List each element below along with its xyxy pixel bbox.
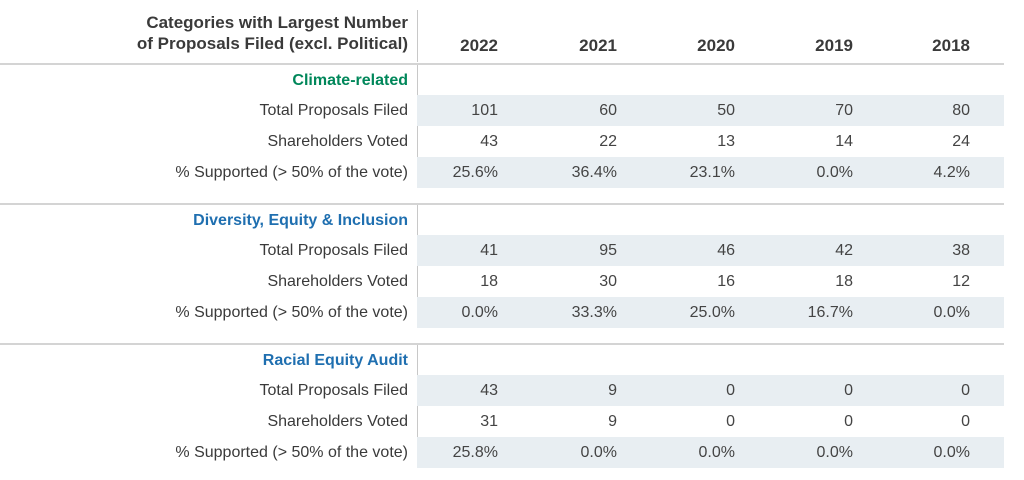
label-divider (417, 205, 418, 327)
table-cell: 41 (480, 242, 498, 259)
table-cell: 0 (844, 413, 853, 430)
row-label: Shareholders Voted (267, 273, 408, 290)
row-shading (417, 95, 1004, 126)
table-cell: 0.0% (816, 164, 853, 181)
table-cell: 43 (480, 382, 498, 399)
column-header-3: 2019 (815, 36, 853, 55)
table-cell: 30 (599, 273, 617, 290)
section-title: Diversity, Equity & Inclusion (193, 212, 408, 229)
table-cell: 0.0% (933, 304, 970, 321)
table-cell: 101 (471, 102, 498, 119)
row-label: Shareholders Voted (267, 413, 408, 430)
table-cell: 80 (952, 102, 970, 119)
table-cell: 33.3% (571, 304, 617, 321)
table-cell: 36.4% (571, 164, 617, 181)
table-cell: 4.2% (933, 164, 970, 181)
row-shading (417, 157, 1004, 188)
row-label: % Supported (> 50% of the vote) (175, 164, 408, 181)
table-cell: 50 (717, 102, 735, 119)
row-label: Total Proposals Filed (259, 242, 408, 259)
table-cell: 0.0% (580, 444, 617, 461)
table-cell: 0.0% (461, 304, 498, 321)
table-cell: 23.1% (689, 164, 735, 181)
table-cell: 95 (599, 242, 617, 259)
column-header-4: 2018 (932, 36, 970, 55)
table-cell: 31 (480, 413, 498, 430)
section-divider (0, 63, 1004, 65)
table-cell: 60 (599, 102, 617, 119)
column-header-2: 2020 (697, 36, 735, 55)
table-cell: 0.0% (816, 444, 853, 461)
table-cell: 0 (961, 382, 970, 399)
column-header-0: 2022 (460, 36, 498, 55)
table-cell: 24 (952, 133, 970, 150)
row-shading (417, 297, 1004, 328)
table-title: Categories with Largest Number of Propos… (0, 12, 408, 54)
table-cell: 12 (952, 273, 970, 290)
table-cell: 14 (835, 133, 853, 150)
table-cell: 9 (608, 413, 617, 430)
table-cell: 43 (480, 133, 498, 150)
row-label: Total Proposals Filed (259, 102, 408, 119)
table-title-line-2: of Proposals Filed (excl. Political) (136, 34, 408, 53)
table-cell: 18 (480, 273, 498, 290)
table-cell: 0.0% (933, 444, 970, 461)
table-cell: 16 (717, 273, 735, 290)
section-title: Racial Equity Audit (262, 352, 408, 369)
table-cell: 0 (961, 413, 970, 430)
table-cell: 42 (835, 242, 853, 259)
row-label: % Supported (> 50% of the vote) (175, 304, 408, 321)
table-cell: 22 (599, 133, 617, 150)
table-cell: 0.0% (698, 444, 735, 461)
section-divider (0, 203, 1004, 205)
table-cell: 0 (726, 382, 735, 399)
table-cell: 0 (844, 382, 853, 399)
column-header-1: 2021 (579, 36, 617, 55)
table-cell: 9 (608, 382, 617, 399)
table-cell: 18 (835, 273, 853, 290)
table-cell: 13 (717, 133, 735, 150)
row-shading (417, 235, 1004, 266)
section-divider (0, 343, 1004, 345)
table-cell: 25.0% (689, 304, 735, 321)
table-cell: 0 (726, 413, 735, 430)
label-divider (417, 345, 418, 467)
row-label: % Supported (> 50% of the vote) (175, 444, 408, 461)
row-shading (417, 437, 1004, 468)
row-label: Total Proposals Filed (259, 382, 408, 399)
table-title-line-1: Categories with Largest Number (146, 13, 408, 32)
section-title: Climate-related (292, 72, 408, 89)
table-cell: 16.7% (807, 304, 853, 321)
table-cell: 38 (952, 242, 970, 259)
row-label: Shareholders Voted (267, 133, 408, 150)
table-cell: 46 (717, 242, 735, 259)
table-cell: 70 (835, 102, 853, 119)
table-cell: 25.6% (452, 164, 498, 181)
header-divider (417, 10, 418, 62)
table-cell: 25.8% (452, 444, 498, 461)
label-divider (417, 65, 418, 187)
row-shading (417, 375, 1004, 406)
